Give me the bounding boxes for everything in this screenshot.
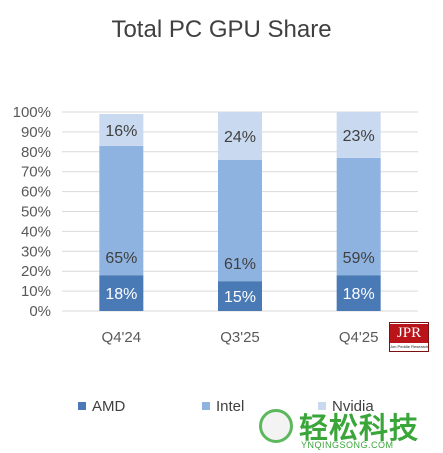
bar-segment-nvidia bbox=[99, 113, 144, 146]
jpr-logo: JPR Jon Peddie Research bbox=[389, 322, 429, 352]
legend-label-intel: Intel bbox=[216, 398, 245, 415]
legend-swatch-nvidia bbox=[318, 402, 326, 410]
data-label-nvidia: 24% bbox=[224, 129, 256, 146]
y-tick-label: 60% bbox=[21, 184, 51, 201]
bar-segment-nvidia bbox=[218, 112, 262, 160]
legend-swatch-amd bbox=[78, 402, 86, 410]
data-label-intel: 59% bbox=[343, 250, 375, 267]
data-label-amd: 15% bbox=[224, 289, 256, 306]
bar-segment-intel bbox=[99, 145, 144, 276]
bar-segment-amd bbox=[218, 281, 262, 311]
y-tick-label: 80% bbox=[21, 144, 51, 161]
y-tick-label: 30% bbox=[21, 243, 51, 260]
legend-label-nvidia: Nvidia bbox=[332, 398, 374, 415]
site-watermark: 轻松科技 YNQINGSONG.COM bbox=[255, 405, 443, 453]
legend-swatch-intel bbox=[202, 402, 210, 410]
chart-title: Total PC GPU Share bbox=[111, 16, 332, 43]
bar-segment-nvidia bbox=[336, 112, 381, 158]
y-tick-label: 70% bbox=[21, 164, 51, 181]
data-label-nvidia: 23% bbox=[343, 128, 375, 145]
bar-segment-intel bbox=[336, 157, 381, 276]
y-tick-label: 100% bbox=[13, 104, 51, 121]
bar-segment-amd bbox=[99, 275, 144, 311]
legend-item-amd: AMD bbox=[78, 398, 125, 415]
data-label-intel: 65% bbox=[105, 250, 137, 267]
jpr-logo-subtitle: Jon Peddie Research bbox=[390, 344, 429, 349]
legend-item-intel: Intel bbox=[202, 398, 244, 415]
data-label-amd: 18% bbox=[105, 286, 137, 303]
data-label-amd: 18% bbox=[343, 286, 375, 303]
data-label-intel: 61% bbox=[224, 256, 256, 273]
bar-segment-intel bbox=[218, 159, 262, 282]
jpr-logo-letters: JPR bbox=[390, 324, 428, 343]
chart-plot: 0% 10% 20% 30% 40% 50% 60% 70% 80% 90% 100% 18% 65% 1… bbox=[13, 104, 418, 346]
legend-item-nvidia: Nvidia bbox=[318, 398, 374, 415]
data-label-nvidia: 16% bbox=[105, 123, 137, 140]
legend-label-amd: AMD bbox=[92, 398, 126, 415]
watermark-url: YNQINGSONG.COM bbox=[301, 440, 394, 450]
y-tick-label: 50% bbox=[21, 204, 51, 221]
x-tick-label: Q4'25 bbox=[339, 329, 379, 346]
x-tick-label: Q3'25 bbox=[220, 329, 260, 346]
bar-segment-amd bbox=[336, 275, 381, 311]
watermark-logo-icon bbox=[259, 409, 293, 443]
y-tick-label: 40% bbox=[21, 223, 51, 240]
y-tick-label: 20% bbox=[21, 263, 51, 280]
y-tick-label: 90% bbox=[21, 124, 51, 141]
y-tick-label: 10% bbox=[21, 283, 51, 300]
y-tick-label: 0% bbox=[29, 303, 51, 320]
x-tick-label: Q4'24 bbox=[102, 329, 142, 346]
watermark-text: 轻松科技 bbox=[299, 413, 420, 445]
